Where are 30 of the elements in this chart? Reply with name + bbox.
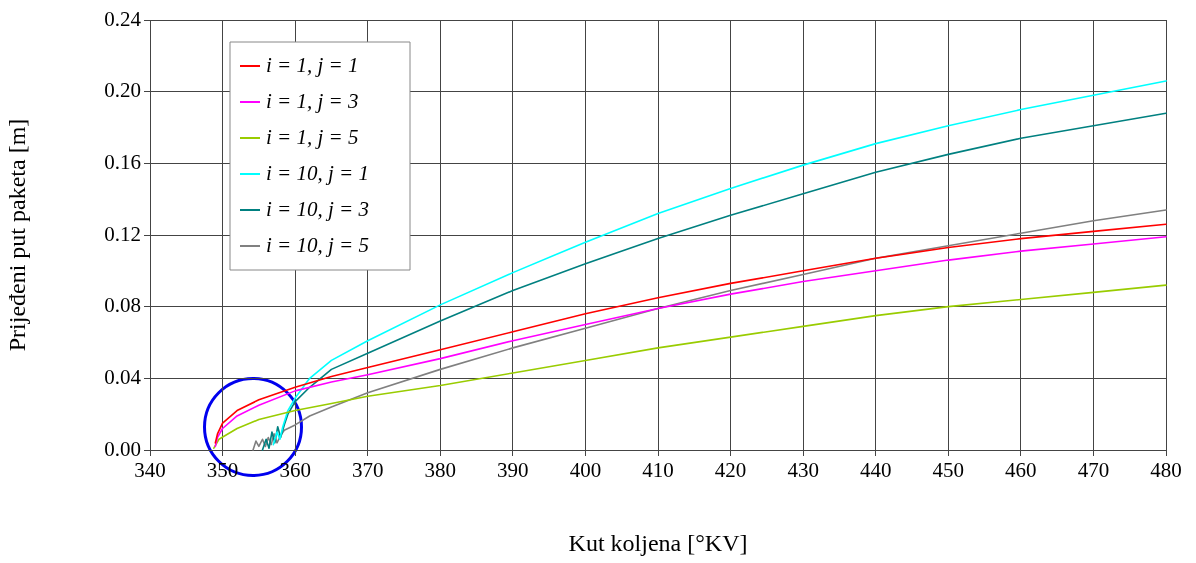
y-axis-title: Prijeđeni put paketa [m] xyxy=(3,118,30,352)
y-tick-label: 0.12 xyxy=(104,221,141,246)
y-tick-label: 0.16 xyxy=(104,149,141,174)
x-tick-label: 340 xyxy=(134,458,166,483)
legend-label: i = 1, j = 1 xyxy=(266,52,359,77)
legend-label: i = 10, j = 5 xyxy=(266,232,370,257)
x-tick-label: 440 xyxy=(859,458,892,483)
x-tick-label: 460 xyxy=(1005,458,1037,483)
x-tick-label: 430 xyxy=(787,458,819,483)
x-tick-label: 450 xyxy=(932,458,965,483)
y-tick-label: 0.08 xyxy=(104,293,141,318)
x-tick-label: 400 xyxy=(569,458,602,483)
x-tick-label: 380 xyxy=(424,458,457,483)
y-tick-label: 0.04 xyxy=(104,364,142,389)
y-tick-label: 0.24 xyxy=(104,6,142,31)
x-tick-label: 350 xyxy=(206,458,239,483)
x-tick-label: 360 xyxy=(279,458,311,483)
x-tick-label: 480 xyxy=(1150,458,1182,483)
x-tick-label: 410 xyxy=(642,458,674,483)
legend-label: i = 1, j = 5 xyxy=(266,124,359,149)
x-tick-label: 420 xyxy=(714,458,747,483)
x-tick-label: 470 xyxy=(1077,458,1110,483)
legend-label: i = 1, j = 3 xyxy=(266,88,359,113)
legend-label: i = 10, j = 1 xyxy=(266,160,370,185)
x-tick-label: 370 xyxy=(351,458,384,483)
y-tick-label: 0.00 xyxy=(104,436,141,461)
x-tick-label: 390 xyxy=(497,458,529,483)
legend-label: i = 10, j = 3 xyxy=(266,196,370,221)
y-tick-label: 0.20 xyxy=(104,78,141,103)
x-axis-title: Kut koljena [°KV] xyxy=(568,529,748,556)
